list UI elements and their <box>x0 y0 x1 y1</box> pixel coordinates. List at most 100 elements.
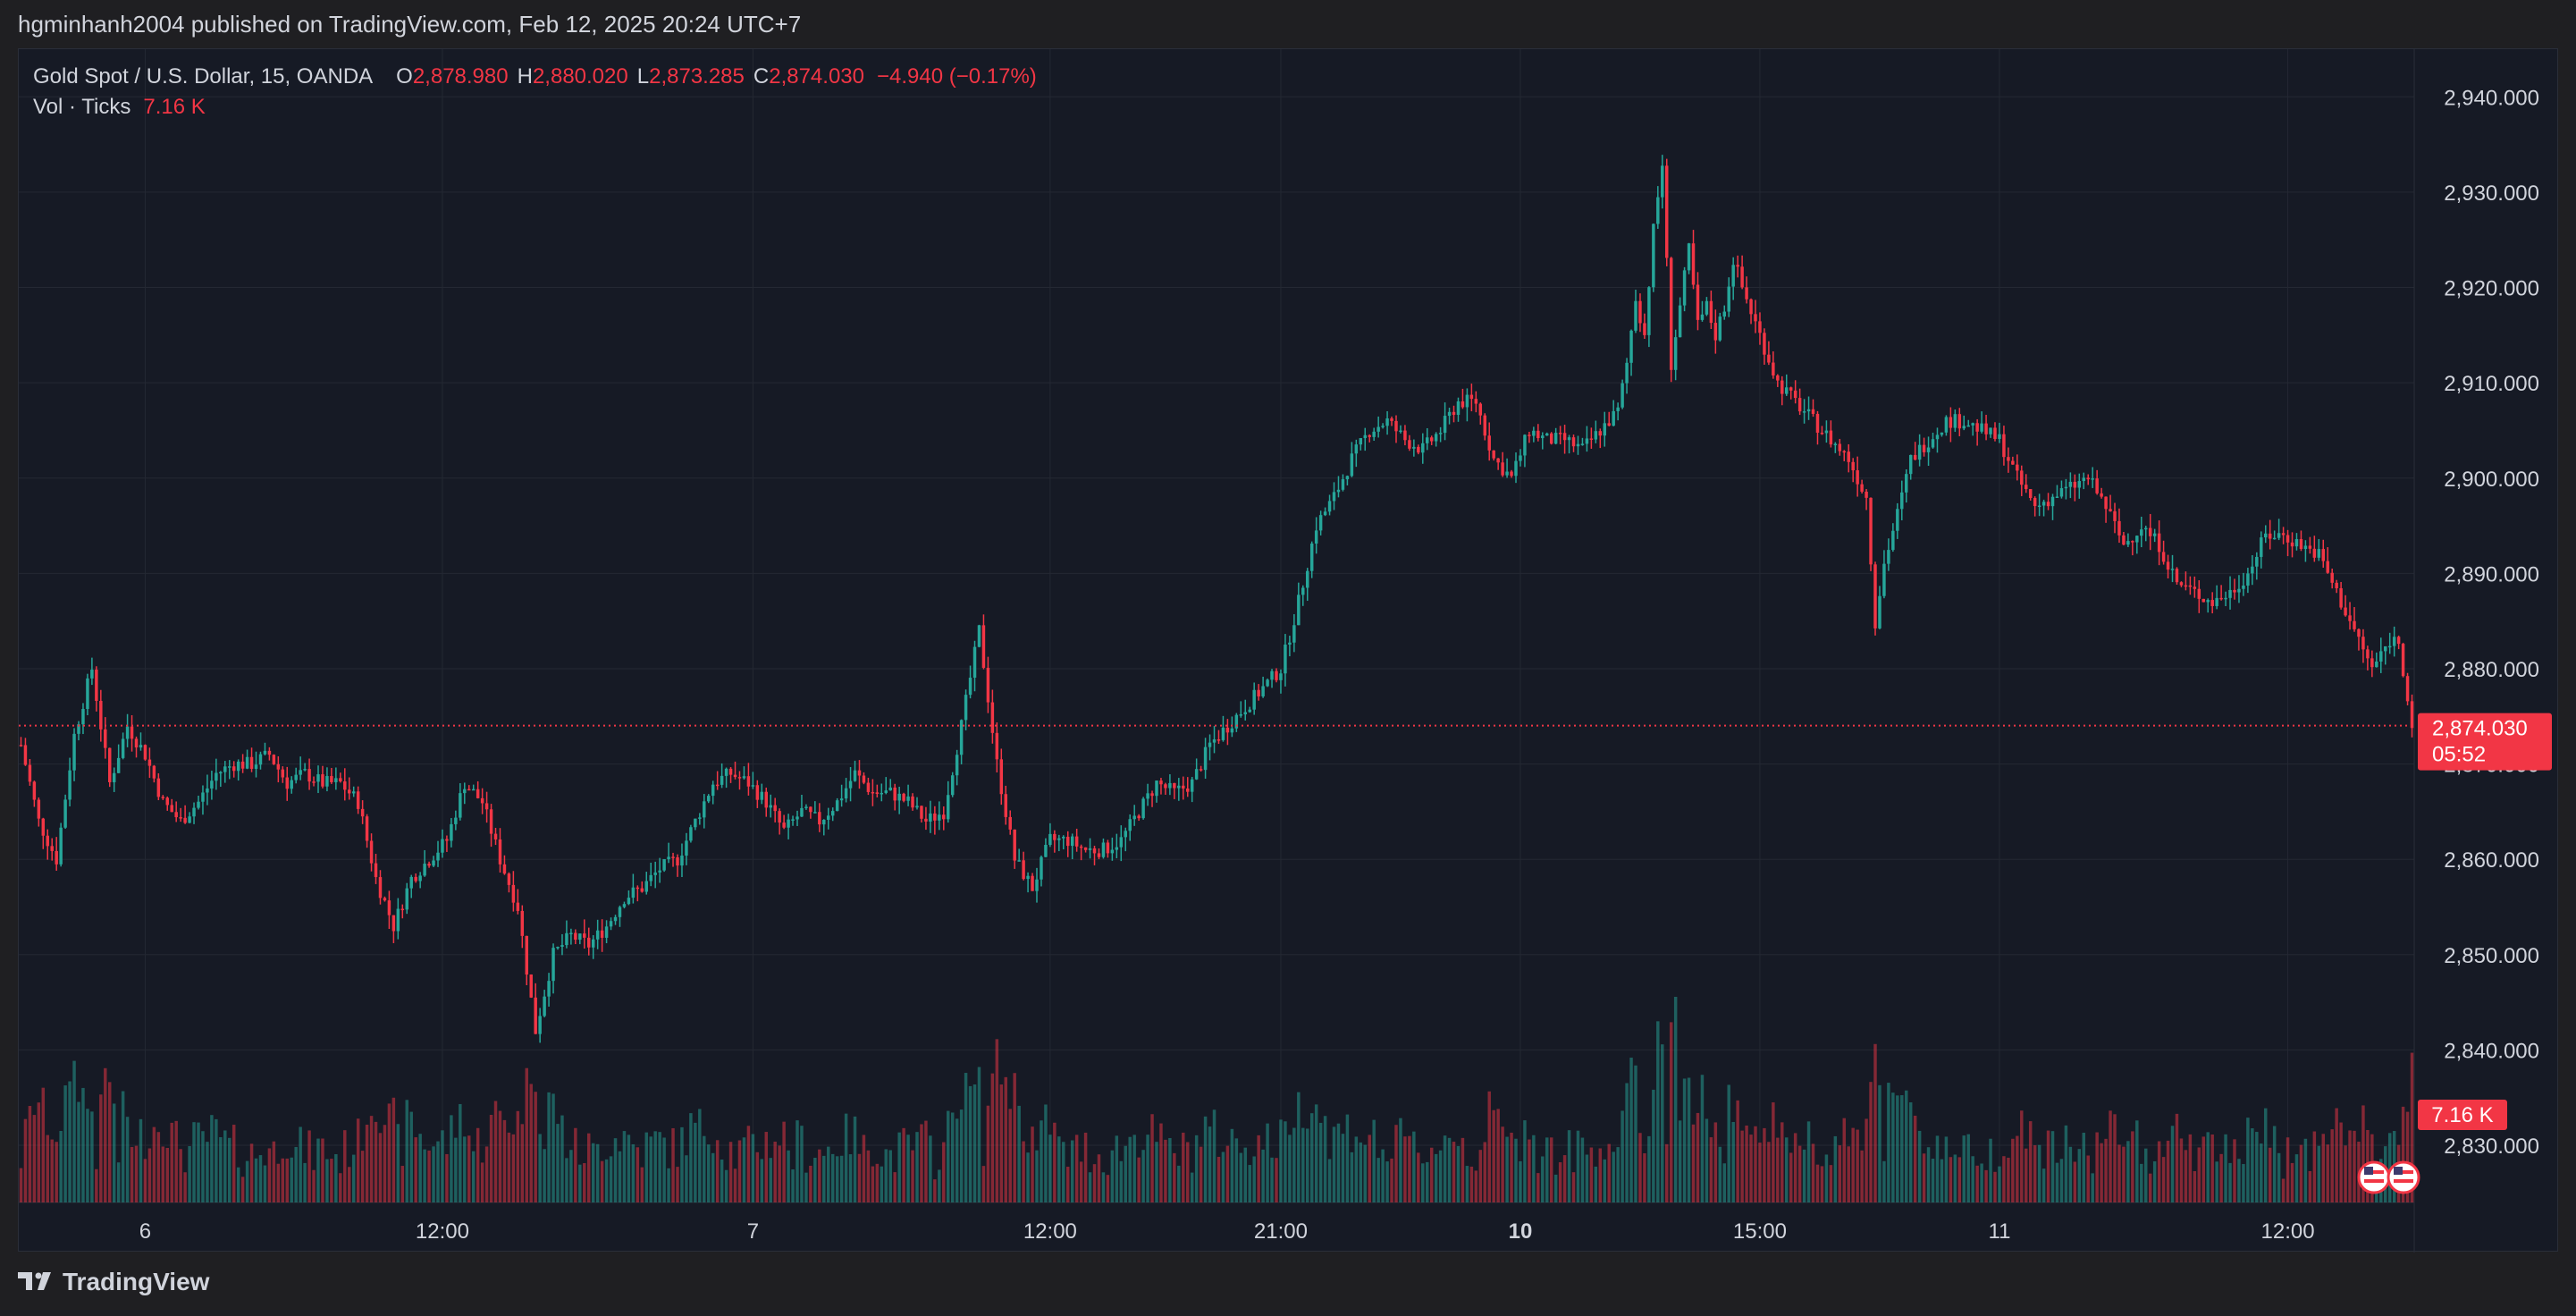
volume-bar <box>1940 1159 1944 1202</box>
candle-body <box>1705 300 1709 315</box>
candle-body <box>2264 533 2268 538</box>
candle-body <box>1106 842 1110 854</box>
candle-body <box>1359 438 1363 445</box>
candle-body <box>215 772 218 781</box>
candle-body <box>1026 875 1030 880</box>
candle-body <box>1336 489 1341 493</box>
volume-bar <box>152 1126 156 1202</box>
candle-body <box>134 738 139 748</box>
candle-body <box>1083 847 1088 850</box>
volume-bar <box>547 1092 551 1202</box>
volume-bar <box>1399 1118 1402 1202</box>
volume-bar <box>2303 1138 2308 1202</box>
volume-row: Vol · Ticks 7.16 K <box>33 92 1037 122</box>
candle-body <box>267 750 272 755</box>
volume-bar <box>1461 1137 1465 1202</box>
candle-body <box>1248 709 1251 713</box>
volume-bar <box>1013 1073 1016 1202</box>
volume-bar <box>1696 1112 1700 1202</box>
volume-bar <box>254 1158 258 1202</box>
volume-bar <box>950 1112 955 1202</box>
volume-bar <box>334 1154 338 1202</box>
volume-bar <box>2095 1132 2099 1202</box>
candle-body <box>1182 785 1185 789</box>
candle-body <box>1035 879 1039 891</box>
candle-body <box>755 785 760 800</box>
candle-body <box>2140 529 2143 536</box>
candle-body <box>703 801 706 818</box>
volume-bar <box>2091 1173 2094 1202</box>
time-tick-label: 10 <box>1509 1219 1533 1244</box>
candle-body <box>493 833 498 839</box>
candle-body <box>1558 433 1562 434</box>
candle-body <box>2233 589 2236 593</box>
volume-label[interactable]: Vol · Ticks <box>33 95 131 119</box>
candle-body <box>1275 671 1278 680</box>
candle-body <box>809 806 812 813</box>
volume-bar <box>197 1122 200 1202</box>
volume-bar <box>139 1118 143 1202</box>
candle-body <box>1173 782 1176 789</box>
candle-body <box>981 625 986 668</box>
candle-body <box>1678 305 1682 338</box>
candle-body <box>2392 637 2396 646</box>
price-badge-value: 2,874.030 <box>2432 717 2528 741</box>
grid-lines <box>19 49 2415 1253</box>
tradingview-footer[interactable]: TradingView <box>18 1268 209 1296</box>
us-flag-event-icon[interactable] <box>2387 1160 2420 1194</box>
volume-bar <box>81 1087 85 1202</box>
candle-body <box>1221 727 1225 740</box>
volume-bar <box>188 1145 191 1202</box>
volume-bar <box>972 1084 977 1202</box>
volume-bar <box>2224 1134 2227 1202</box>
candle-body <box>1452 411 1456 416</box>
volume-bar <box>1354 1136 1359 1202</box>
volume-bar <box>2050 1131 2055 1202</box>
candle-body <box>1434 434 1438 442</box>
candle-body <box>152 765 156 779</box>
candle-body <box>2033 498 2037 507</box>
volume-bar <box>1562 1155 1567 1202</box>
candle-body <box>1456 401 1461 416</box>
volume-bar <box>1443 1135 1447 1202</box>
volume-bar <box>2188 1134 2193 1202</box>
volume-bar <box>1203 1116 1208 1202</box>
volume-bar <box>2344 1145 2347 1202</box>
candle-body <box>1638 300 1642 324</box>
volume-bar <box>445 1153 449 1202</box>
volume-bar <box>804 1172 808 1202</box>
volume-bar <box>1421 1163 1425 1202</box>
candle-body <box>2161 552 2166 562</box>
volume-bar <box>1935 1135 1940 1202</box>
time-tick-label: 21:00 <box>1254 1219 1308 1244</box>
volume-bar <box>920 1124 923 1202</box>
volume-bar <box>1288 1135 1292 1202</box>
candle-body <box>968 678 972 696</box>
volume-bar <box>1594 1166 1598 1202</box>
candle-body <box>1137 815 1141 819</box>
candle-body <box>1505 471 1509 476</box>
candle-body <box>1208 742 1212 747</box>
volume-bar <box>1607 1143 1611 1202</box>
volume-bar <box>685 1155 688 1202</box>
volume-bar <box>210 1115 214 1202</box>
candle-body <box>689 827 693 841</box>
volume-bar <box>2113 1114 2117 1202</box>
volume-bar <box>414 1137 417 1202</box>
volume-bar <box>1035 1150 1039 1202</box>
chart-panel[interactable]: 2,830.0002,840.0002,850.0002,860.0002,87… <box>18 48 2559 1253</box>
candle-body <box>46 835 49 847</box>
volume-bar <box>1865 1118 1868 1202</box>
volume-bar <box>1501 1126 1504 1202</box>
candle-body <box>658 870 661 873</box>
candle-body <box>1607 423 1611 426</box>
volume-bar <box>1953 1154 1957 1202</box>
us-flag-event-icon[interactable] <box>2357 1160 2391 1194</box>
volume-bar <box>37 1102 41 1202</box>
candlestick-chart[interactable]: 2,830.0002,840.0002,850.0002,860.0002,87… <box>19 49 2559 1253</box>
symbol-name[interactable]: Gold Spot / U.S. Dollar, 15, OANDA <box>33 64 374 89</box>
candle-body <box>2095 478 2099 494</box>
candle-body <box>1851 461 1855 471</box>
volume-bar <box>432 1146 435 1202</box>
candle-body <box>2148 527 2152 536</box>
